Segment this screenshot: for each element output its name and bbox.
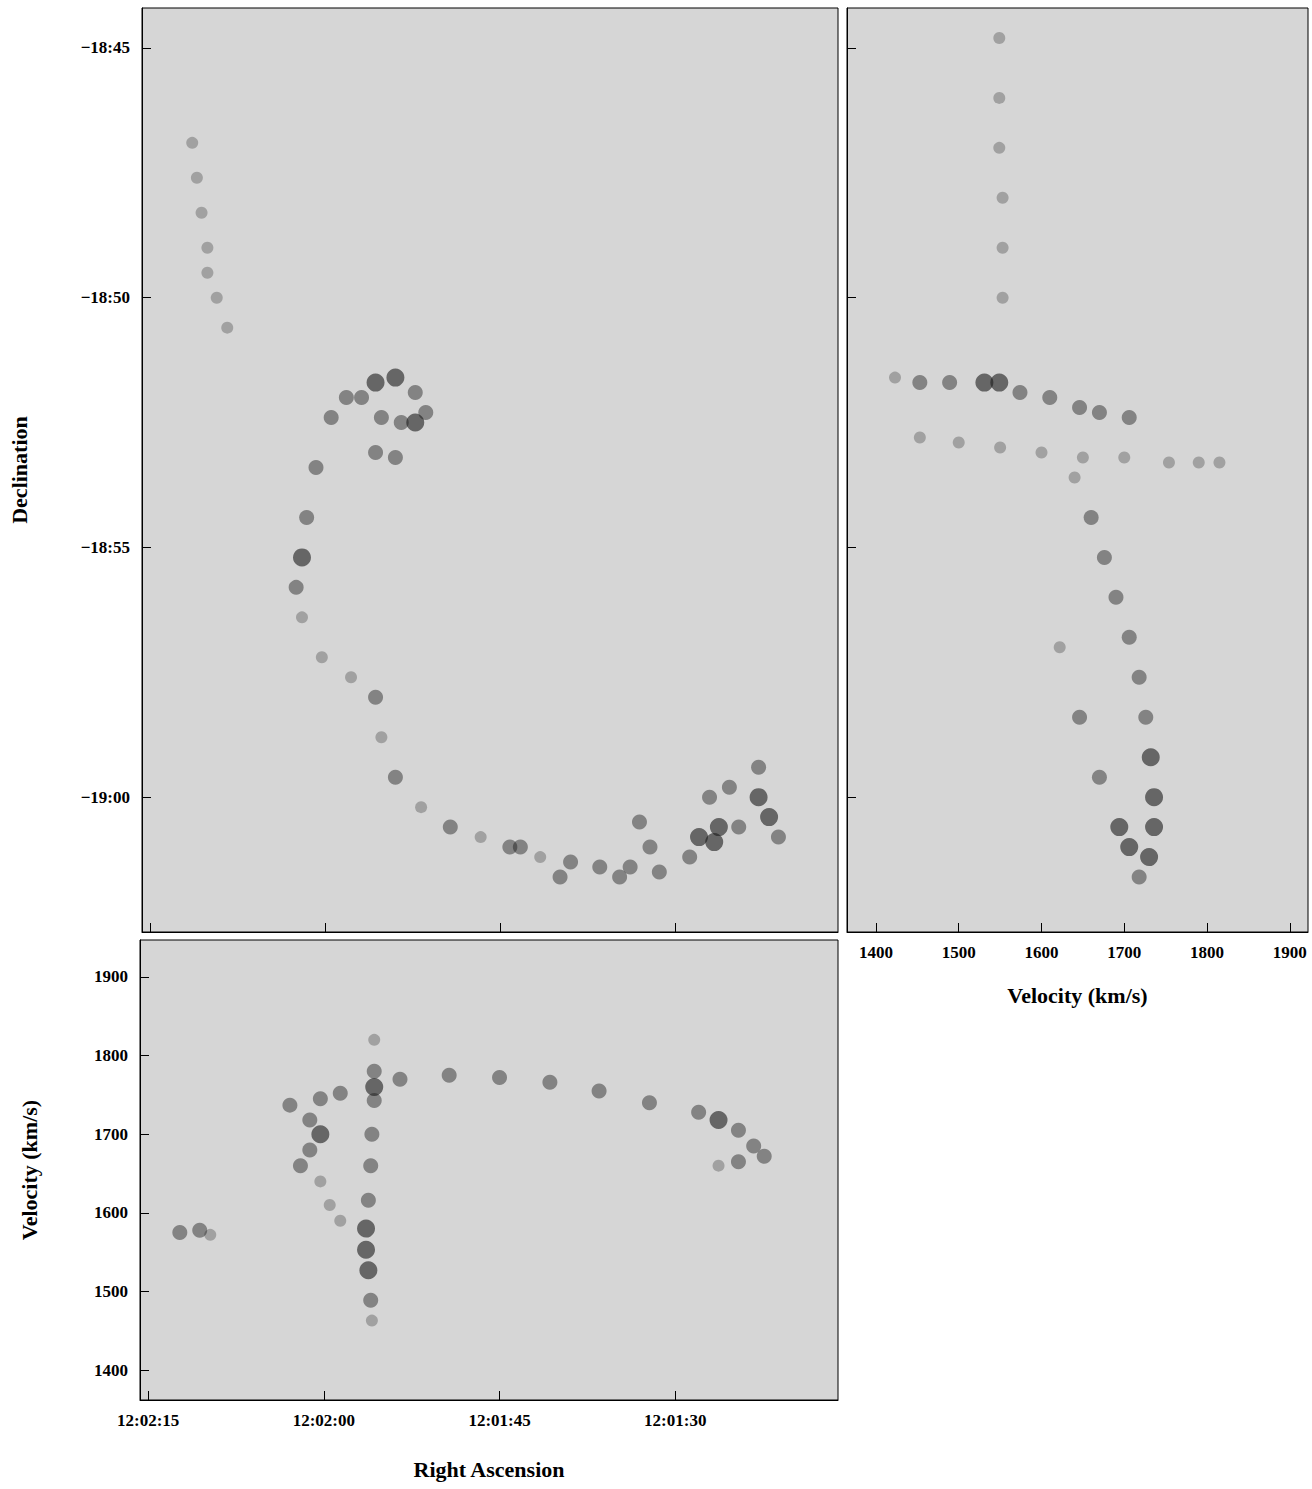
svg-text:1600: 1600 [1024, 943, 1058, 962]
svg-text:1400: 1400 [94, 1361, 128, 1380]
svg-text:Velocity (km/s): Velocity (km/s) [17, 1100, 42, 1240]
svg-text:12:01:45: 12:01:45 [468, 1411, 530, 1430]
svg-text:12:01:30: 12:01:30 [644, 1411, 706, 1430]
svg-text:−18:50: −18:50 [81, 288, 130, 307]
svg-text:1900: 1900 [94, 967, 128, 986]
svg-text:Declination: Declination [7, 416, 32, 524]
svg-text:Velocity (km/s): Velocity (km/s) [1007, 983, 1147, 1008]
svg-text:1700: 1700 [1107, 943, 1141, 962]
svg-text:1600: 1600 [94, 1203, 128, 1222]
svg-text:1700: 1700 [94, 1125, 128, 1144]
svg-text:1800: 1800 [1190, 943, 1224, 962]
svg-text:1400: 1400 [859, 943, 893, 962]
svg-text:−19:00: −19:00 [81, 788, 130, 807]
svg-text:1500: 1500 [942, 943, 976, 962]
svg-text:−18:55: −18:55 [81, 538, 130, 557]
svg-text:12:02:00: 12:02:00 [293, 1411, 355, 1430]
svg-text:12:02:15: 12:02:15 [117, 1411, 179, 1430]
svg-text:−18:45: −18:45 [81, 38, 130, 57]
svg-text:Right Ascension: Right Ascension [414, 1457, 565, 1482]
svg-text:1900: 1900 [1273, 943, 1307, 962]
svg-text:1800: 1800 [94, 1046, 128, 1065]
svg-text:1500: 1500 [94, 1282, 128, 1301]
